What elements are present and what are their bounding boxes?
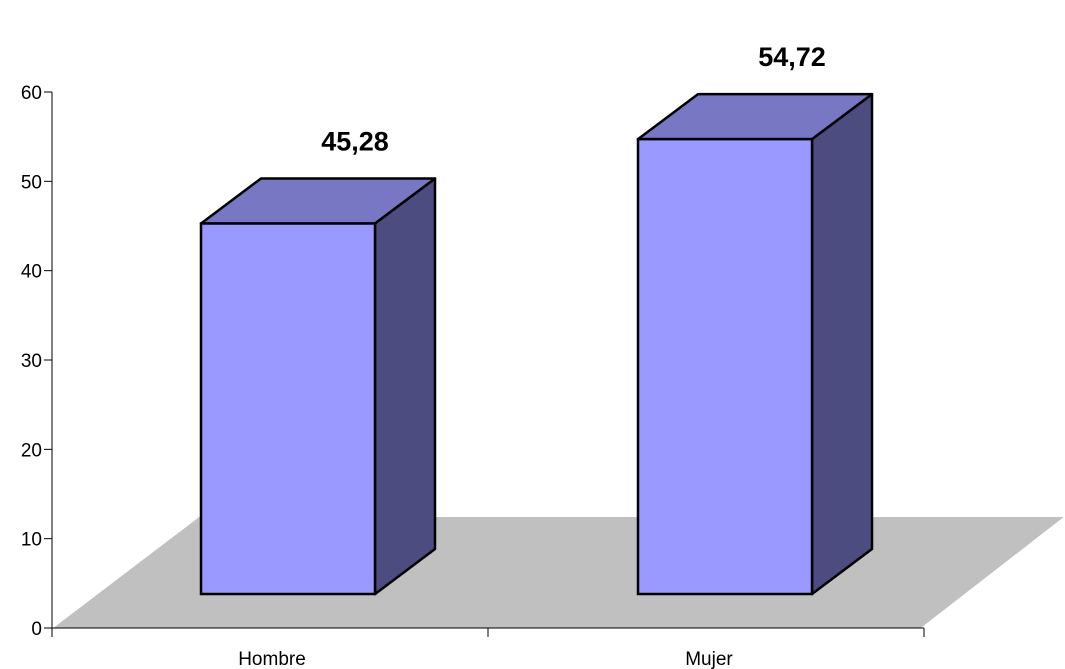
x-category-label: Mujer — [685, 649, 733, 669]
y-tick-label: 50 — [21, 172, 42, 193]
floor-edge-back — [181, 516, 199, 529]
y-tick-label: 40 — [21, 262, 42, 283]
y-tick-label: 30 — [21, 351, 42, 372]
bar-front-face — [199, 222, 377, 596]
y-tick-label: 60 — [21, 83, 42, 104]
y-tick-label: 10 — [21, 530, 42, 551]
bar-side-face — [373, 177, 437, 596]
y-tick-label: 0 — [31, 619, 42, 640]
bars — [199, 92, 874, 596]
bar-mujer — [636, 92, 874, 596]
bar-hombre — [199, 177, 437, 596]
bar-side-face — [810, 92, 874, 596]
data-label: 45,28 — [321, 126, 389, 156]
data-labels: 45,28 54,72 — [321, 42, 826, 156]
x-axis: Hombre Mujer — [51, 627, 925, 669]
data-label: 54,72 — [758, 42, 826, 72]
floor-edge-left — [51, 516, 199, 629]
bar-front-face — [636, 137, 814, 596]
x-category-label: Hombre — [238, 649, 306, 669]
y-tick-label: 20 — [21, 440, 42, 461]
floor-edge-right — [921, 516, 1065, 629]
y-axis: 0 10 20 30 40 50 60 — [21, 83, 53, 640]
